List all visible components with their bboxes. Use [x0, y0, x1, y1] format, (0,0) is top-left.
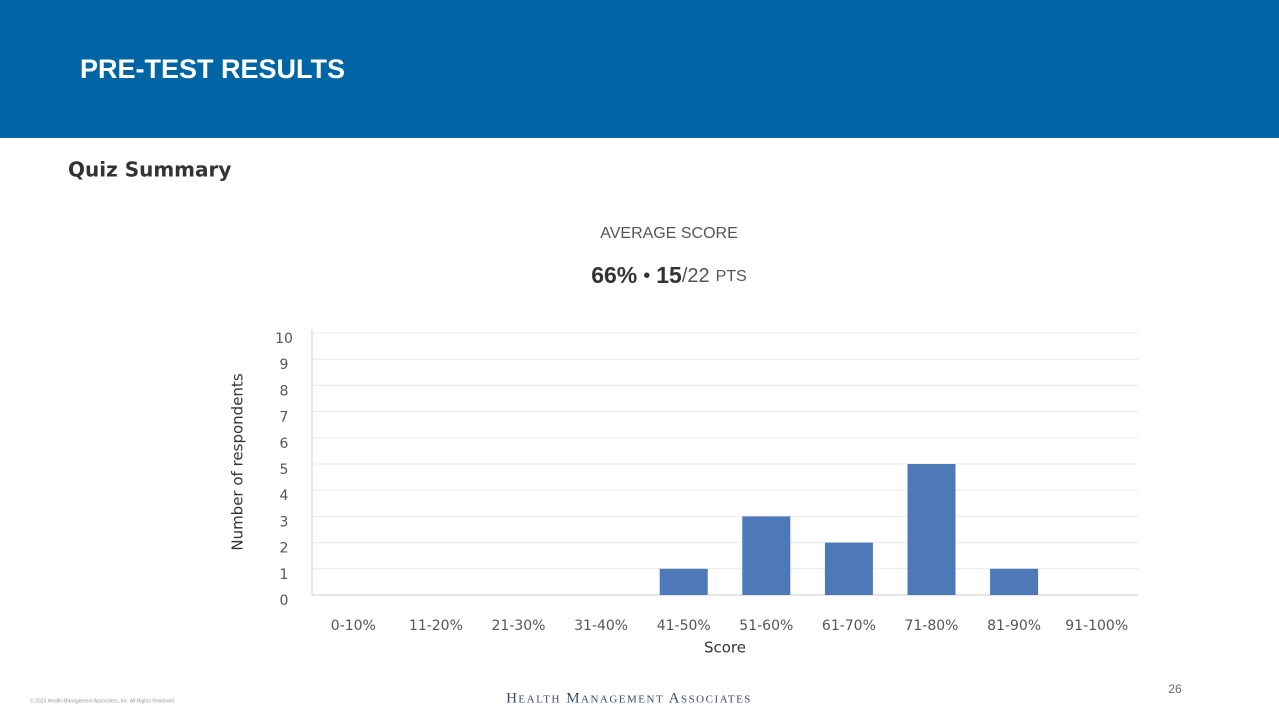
header-band [0, 0, 1279, 138]
separator: • [643, 265, 650, 287]
y-tick-label: 7 [280, 410, 289, 426]
slide-title: PRE-TEST RESULTS [80, 54, 345, 84]
brand: Health Management Associates [506, 690, 752, 706]
average-unit: PTS [716, 268, 747, 285]
x-tick-label: 31-40% [574, 618, 628, 634]
bar [742, 516, 791, 595]
x-tick-label: 21-30% [492, 618, 546, 634]
x-tick-label: 41-50% [657, 618, 711, 634]
section-title: Quiz Summary [68, 158, 231, 182]
page-number: 26 [1168, 682, 1182, 696]
y-tick-label: 9 [280, 357, 289, 373]
x-tick-label: 61-70% [822, 618, 876, 634]
bar [824, 542, 873, 595]
y-tick-label: 4 [280, 488, 289, 504]
average-total: /22 [682, 265, 710, 287]
average-label: AVERAGE SCORE [600, 225, 738, 242]
x-axis-label: Score [704, 639, 746, 657]
bar [990, 568, 1039, 595]
copyright: © 2023 Health Management Associates, Inc… [30, 697, 175, 704]
average-score: 66% • 15/22 PTS [591, 262, 747, 288]
x-tick-label: 11-20% [409, 618, 463, 634]
x-tick-label: 81-90% [987, 618, 1041, 634]
average-points: 15 [656, 262, 682, 288]
x-tick-label: 51-60% [739, 618, 793, 634]
y-tick-label: 10 [275, 331, 293, 347]
y-tick-label: 8 [280, 383, 289, 399]
average-percent: 66% [591, 262, 637, 288]
bar [659, 568, 708, 595]
y-tick-label: 6 [280, 436, 289, 452]
y-tick-label: 1 [280, 567, 289, 583]
x-tick-label: 0-10% [331, 618, 376, 634]
bar [907, 464, 956, 595]
x-tick-label: 91-100% [1065, 618, 1128, 634]
y-tick-label: 0 [280, 593, 289, 609]
y-tick-label: 2 [280, 541, 289, 557]
y-tick-label: 3 [280, 514, 289, 530]
y-axis-label: Number of respondents [229, 373, 247, 550]
y-tick-label: 5 [280, 462, 289, 478]
x-tick-label: 71-80% [905, 618, 959, 634]
